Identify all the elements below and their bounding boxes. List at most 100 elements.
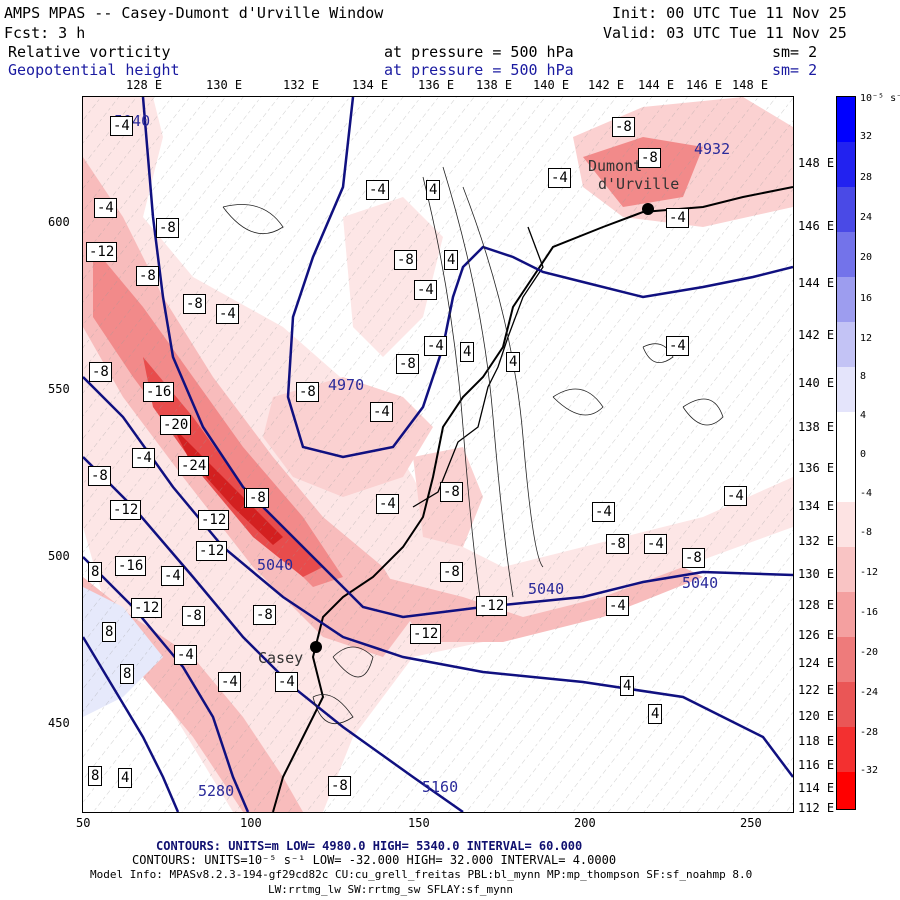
coastline xyxy=(272,186,793,812)
colorbar-label: -4 xyxy=(860,488,873,499)
vorticity-label: -12 xyxy=(196,541,228,561)
colorbar-segment xyxy=(837,187,855,232)
colorbar-unit: 10⁻⁵ s⁻¹ xyxy=(860,93,900,104)
height-contour-info: CONTOURS: UNITS=m LOW= 4980.0 HIGH= 5340… xyxy=(156,839,583,853)
lon-label-top: 138 E xyxy=(476,78,513,92)
height-contour-label: 5040 xyxy=(528,580,565,598)
height-contour-label: 5280 xyxy=(198,782,235,800)
vorticity-label: -8 xyxy=(156,218,179,238)
vorticity-label: -8 xyxy=(682,548,705,568)
place-label-dumont: Dumont xyxy=(588,157,643,175)
colorbar-label: 4 xyxy=(860,410,867,421)
field2-level: at pressure = 500 hPa xyxy=(384,61,574,79)
colorbar-label: 12 xyxy=(860,333,873,344)
vorticity-label: -12 xyxy=(131,598,163,618)
vorticity-label: 8 xyxy=(88,562,103,582)
colorbar-label: -12 xyxy=(860,567,879,578)
lon-label-right: 114 E xyxy=(798,781,835,795)
y-tick-label: 450 xyxy=(48,716,70,730)
colorbar-label: 8 xyxy=(860,371,867,382)
dumont-durville-station-marker xyxy=(642,203,654,215)
lon-label-top: 134 E xyxy=(352,78,389,92)
lon-label-right: 140 E xyxy=(798,376,835,390)
colorbar-segment xyxy=(837,142,855,187)
height-contour-label: 5040 xyxy=(682,574,719,592)
vorticity-label: -12 xyxy=(86,242,118,262)
model-info: Model Info: MPASv8.2.3-194-gf29cd82c CU:… xyxy=(90,868,753,881)
vorticity-label: 4 xyxy=(506,352,521,372)
lon-label-right: 142 E xyxy=(798,328,835,342)
vorticity-label: -4 xyxy=(370,402,393,422)
colorbar-label: 0 xyxy=(860,449,867,460)
x-tick-label: 100 xyxy=(240,816,262,830)
lon-label-top: 128 E xyxy=(126,78,163,92)
lon-label-right: 120 E xyxy=(798,709,835,723)
colorbar-label: 20 xyxy=(860,252,873,263)
colorbar-segment xyxy=(837,682,855,727)
lon-label-right: 134 E xyxy=(798,499,835,513)
valid-time: Valid: 03 UTC Tue 11 Nov 25 xyxy=(603,24,847,42)
model-info-line2: LW:rrtmg_lw SW:rrtmg_sw SFLAY:sf_mynn xyxy=(268,883,514,896)
vorticity-label: 8 xyxy=(102,622,117,642)
y-tick-label: 600 xyxy=(48,215,70,229)
vorticity-label: -8 xyxy=(136,266,159,286)
colorbar-label: -24 xyxy=(860,687,879,698)
map-panel xyxy=(82,96,794,813)
vorticity-label: -16 xyxy=(115,556,147,576)
vorticity-label: -4 xyxy=(275,672,298,692)
colorbar-label: -8 xyxy=(860,527,873,538)
place-label-casey: Casey xyxy=(258,649,304,667)
vorticity-label: 4 xyxy=(118,768,133,788)
vorticity-label: -8 xyxy=(182,606,205,626)
lon-label-right: 146 E xyxy=(798,219,835,233)
x-tick-label: 50 xyxy=(76,816,91,830)
vorticity-label: -12 xyxy=(110,500,142,520)
colorbar-label: 24 xyxy=(860,212,873,223)
y-tick-label: 500 xyxy=(48,549,70,563)
vorticity-label: -12 xyxy=(410,624,442,644)
vorticity-label: -4 xyxy=(110,116,133,136)
forecast-hour: Fcst: 3 h xyxy=(4,24,86,42)
lon-label-top: 146 E xyxy=(686,78,723,92)
vorticity-label: 4 xyxy=(426,180,441,200)
vorticity-label: -4 xyxy=(424,336,447,356)
vorticity-label: -8 xyxy=(638,148,661,168)
vorticity-label: -4 xyxy=(161,566,184,586)
lon-label-right: 128 E xyxy=(798,598,835,612)
colorbar-label: 28 xyxy=(860,172,873,183)
lon-label-right: 138 E xyxy=(798,420,835,434)
field1-name: Relative vorticity xyxy=(8,43,171,61)
field1-level: at pressure = 500 hPa xyxy=(384,43,574,61)
colorbar-segment xyxy=(837,232,855,277)
lon-label-right: 144 E xyxy=(798,276,835,290)
height-contour-label: 4970 xyxy=(328,376,365,394)
lon-label-right: 116 E xyxy=(798,758,835,772)
colorbar xyxy=(836,96,856,810)
vorticity-label: -4 xyxy=(414,280,437,300)
lon-label-top: 144 E xyxy=(638,78,675,92)
vorticity-label: -4 xyxy=(218,672,241,692)
init-time: Init: 00 UTC Tue 11 Nov 25 xyxy=(612,4,847,22)
height-contour-label: 5160 xyxy=(422,778,459,796)
vorticity-label: -4 xyxy=(376,494,399,514)
vorticity-label: -8 xyxy=(89,362,112,382)
x-tick-label: 150 xyxy=(408,816,430,830)
lon-label-right: 136 E xyxy=(798,461,835,475)
vorticity-label: -8 xyxy=(440,482,463,502)
vorticity-label: -24 xyxy=(178,456,210,476)
lon-label-right: 148 E xyxy=(798,156,835,170)
vorticity-label: -16 xyxy=(143,382,175,402)
vorticity-label: -12 xyxy=(198,510,230,530)
vorticity-label: -8 xyxy=(612,117,635,137)
vorticity-label: -8 xyxy=(296,382,319,402)
lon-label-right: 118 E xyxy=(798,734,835,748)
lon-label-top: 142 E xyxy=(588,78,625,92)
colorbar-segment xyxy=(837,727,855,772)
vorticity-label: -4 xyxy=(592,502,615,522)
colorbar-label: -32 xyxy=(860,765,879,776)
vorticity-label: 4 xyxy=(648,704,663,724)
field2-smoothing: sm= 2 xyxy=(772,61,818,79)
vorticity-label: -4 xyxy=(606,596,629,616)
vorticity-label: -8 xyxy=(394,250,417,270)
field1-smoothing: sm= 2 xyxy=(772,43,818,61)
